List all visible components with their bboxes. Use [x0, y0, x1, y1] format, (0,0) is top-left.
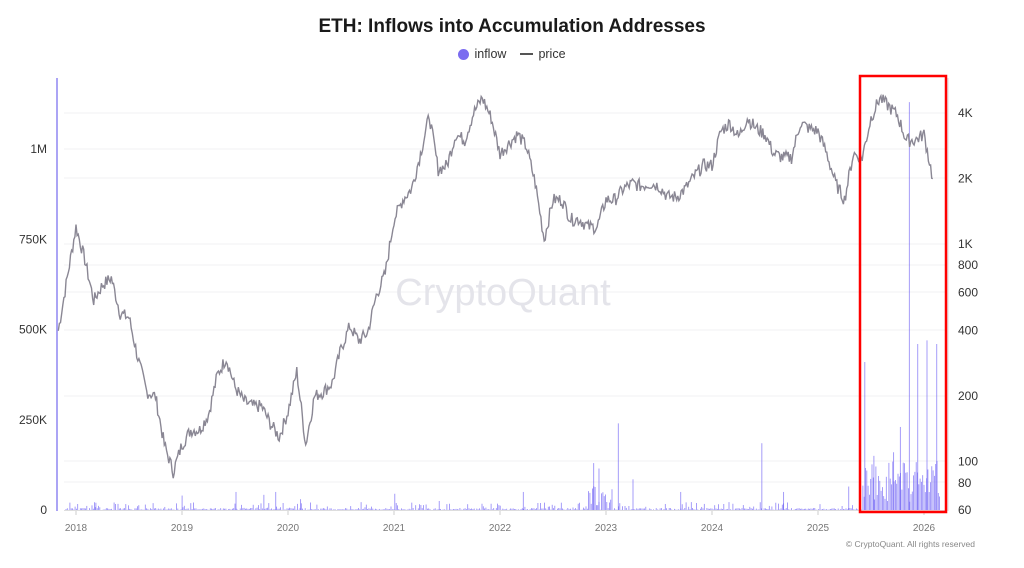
chart-title: ETH: Inflows into Accumulation Addresses: [318, 16, 706, 37]
right-tick-label: 60: [958, 503, 972, 517]
x-tick-label: 2019: [171, 523, 194, 534]
highlight-box: [858, 74, 948, 514]
gridlines: [64, 112, 946, 511]
inflow-bars: [65, 102, 940, 510]
legend-label-price: price: [538, 47, 566, 61]
watermark: CryptoQuant: [395, 272, 611, 314]
legend-item-inflow[interactable]: inflow: [458, 47, 506, 61]
x-tick-label: 2026: [913, 523, 936, 534]
inflow-dot-icon: [458, 48, 470, 60]
legend-item-price[interactable]: price: [520, 47, 566, 61]
right-tick-label: 80: [958, 476, 972, 490]
left-tick-label: 250K: [19, 413, 47, 427]
right-tick-label: 600: [958, 285, 978, 299]
right-tick-label: 4K: [958, 106, 973, 120]
legend-label-inflow: inflow: [474, 47, 507, 61]
left-tick-label: 750K: [19, 232, 47, 246]
left-tick-label: 500K: [19, 323, 47, 337]
x-tick-label: 2021: [383, 523, 406, 534]
left-tick-label: 0: [40, 503, 47, 517]
right-tick-label: 400: [958, 324, 978, 338]
right-tick-label: 1K: [958, 237, 973, 251]
x-tick-label: 2024: [701, 523, 724, 534]
price-line-icon: [520, 53, 534, 55]
legend: inflow price: [0, 47, 1024, 61]
right-tick-label: 800: [958, 258, 978, 272]
copyright: © CryptoQuant. All rights reserved: [845, 539, 975, 549]
x-tick-label: 2023: [595, 523, 618, 534]
x-tick-label: 2020: [277, 523, 300, 534]
right-tick-label: 2K: [958, 172, 973, 186]
x-axis-ticks: 2018 2019 2020 2021 2022 2023 2024 2025 2026: [65, 511, 936, 534]
x-tick-label: 2018: [65, 523, 88, 534]
right-tick-label: 200: [958, 389, 978, 403]
x-tick-label: 2022: [489, 523, 512, 534]
price-line: [57, 93, 934, 479]
right-tick-label: 100: [958, 455, 978, 469]
right-axis-ticks: 60 80 100 200 400 600 800 1K 2K 4K: [958, 106, 978, 517]
left-tick-label: 1M: [30, 142, 47, 156]
left-axis-ticks: 0 250K 500K 750K 1M: [19, 142, 47, 517]
x-tick-label: 2025: [807, 523, 830, 534]
